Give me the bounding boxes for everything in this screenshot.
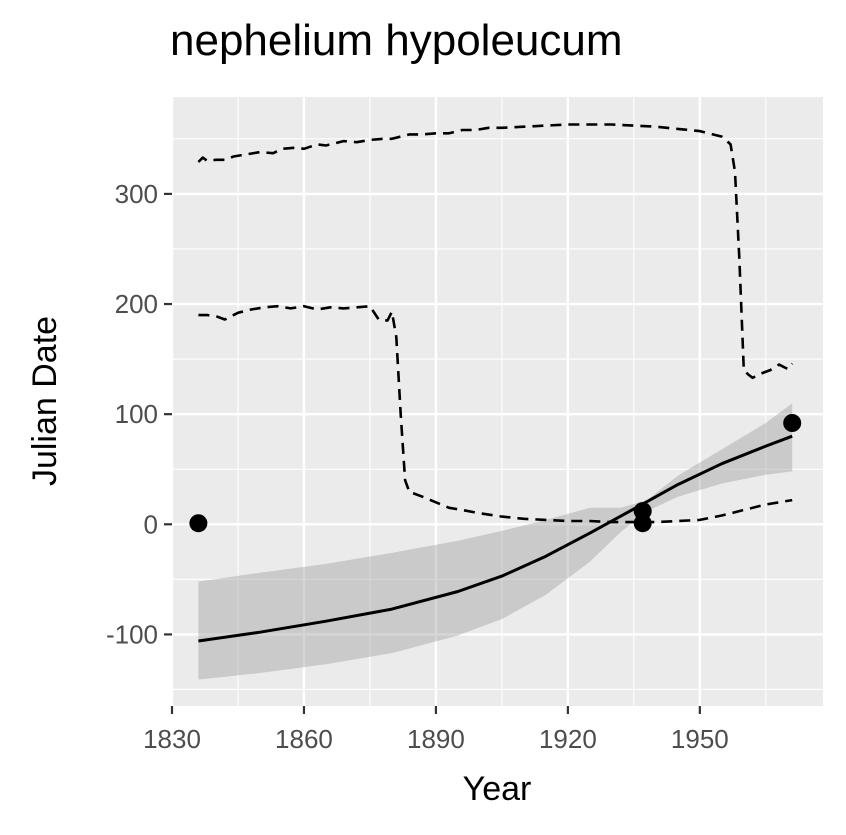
confidence-band (198, 403, 793, 680)
x-tick-label: 1860 (275, 724, 333, 754)
x-axis: 1830 1860 1890 1920 1950 (143, 706, 729, 754)
x-tick-label: 1950 (671, 724, 729, 754)
dashed-line-2 (198, 304, 793, 524)
minor-gridlines (172, 97, 823, 706)
y-tick-label: 100 (115, 399, 158, 429)
data-point (633, 514, 652, 533)
fit-line (198, 434, 793, 643)
y-tick-label: -100 (106, 619, 158, 649)
plot-panel (172, 97, 823, 706)
major-gridlines (170, 97, 823, 706)
x-tick-label: 1830 (143, 724, 201, 754)
points-layer (189, 414, 802, 533)
y-tick-label: 0 (144, 509, 158, 539)
fit-line-layer (198, 434, 793, 643)
dashed-lines-layer (197, 123, 794, 524)
x-tick-label: 1890 (407, 724, 465, 754)
y-tick-label: 300 (115, 179, 158, 209)
confidence-band-layer (198, 403, 793, 680)
y-tick-label: 200 (115, 289, 158, 319)
y-axis: -100 0 100 200 300 (106, 179, 172, 649)
y-axis-title: Julian Date (26, 316, 64, 486)
chart-title: nephelium hypoleucum (170, 16, 623, 65)
x-tick-label: 1920 (539, 724, 597, 754)
dashed-line-1 (197, 123, 794, 380)
x-axis-title: Year (463, 770, 532, 808)
data-point (783, 414, 802, 432)
data-point (189, 514, 208, 533)
